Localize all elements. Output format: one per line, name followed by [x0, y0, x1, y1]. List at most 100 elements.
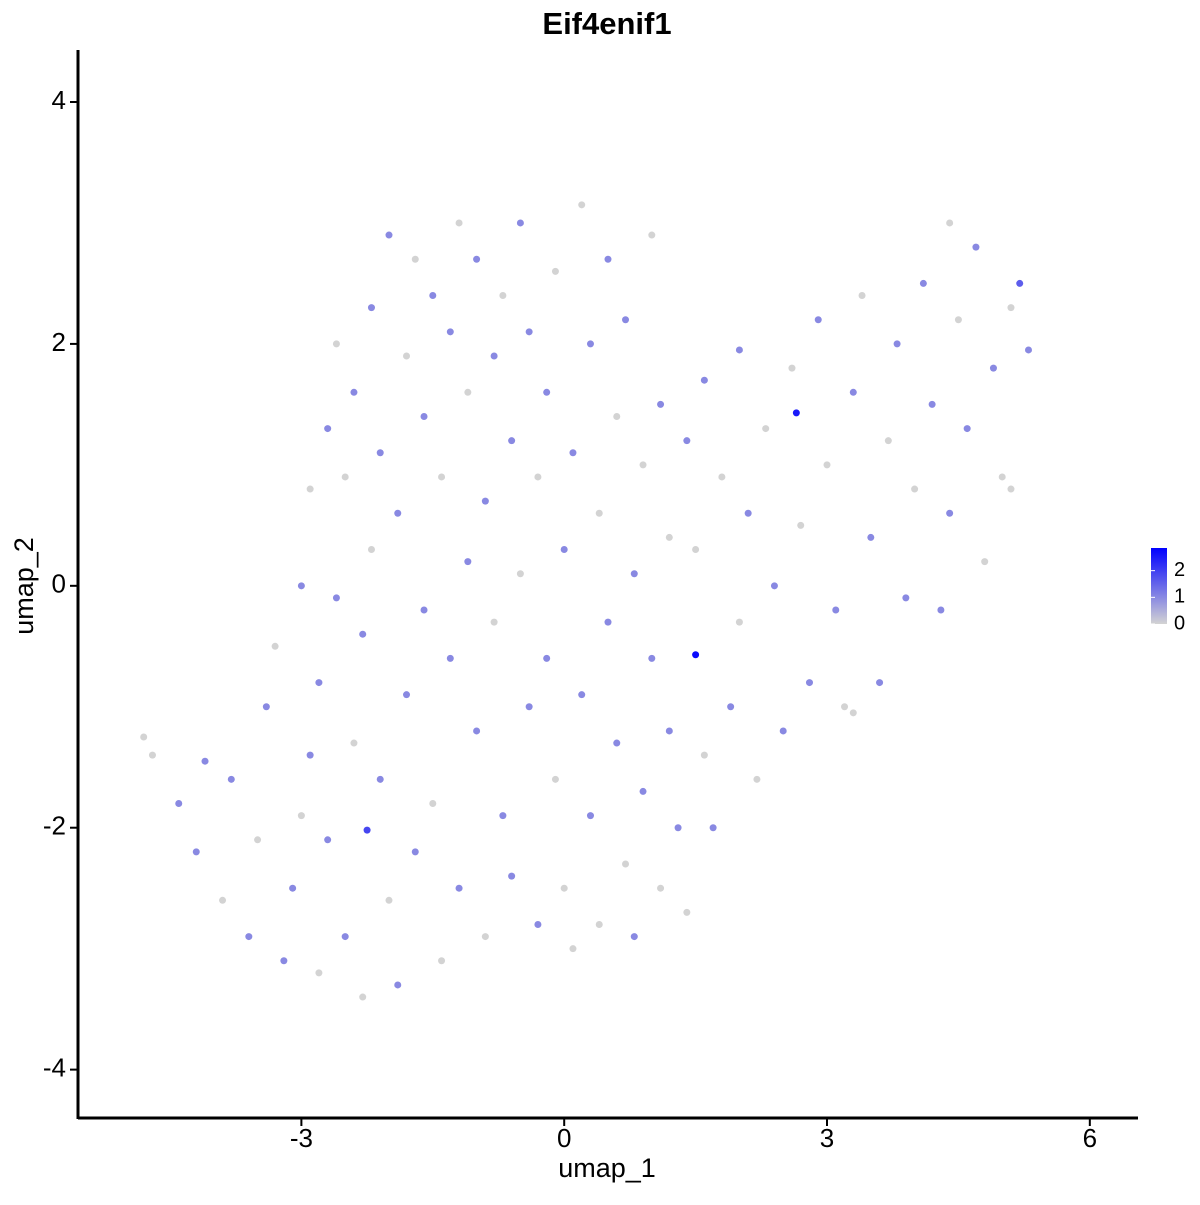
point — [306, 751, 314, 759]
point — [508, 437, 516, 445]
point — [385, 231, 393, 239]
point — [490, 618, 498, 626]
point — [324, 425, 332, 433]
point — [560, 884, 568, 892]
point — [499, 812, 507, 820]
point — [700, 376, 708, 384]
point — [762, 425, 770, 433]
point — [613, 412, 621, 420]
point — [595, 509, 603, 517]
point — [464, 388, 472, 396]
y-tick-label: 4 — [52, 85, 66, 115]
x-axis-label: umap_1 — [558, 1153, 656, 1183]
point — [297, 812, 305, 820]
point — [1007, 304, 1015, 312]
point — [867, 533, 875, 541]
point — [271, 642, 279, 650]
point — [481, 497, 489, 505]
point — [262, 703, 270, 711]
point — [613, 739, 621, 747]
point — [394, 981, 402, 989]
point — [219, 896, 227, 904]
point — [516, 570, 524, 578]
point — [832, 606, 840, 614]
point — [779, 727, 787, 735]
point — [525, 328, 533, 336]
point — [429, 800, 437, 808]
point — [657, 400, 665, 408]
point — [595, 920, 603, 928]
point — [446, 328, 454, 336]
point — [420, 412, 428, 420]
point — [586, 812, 594, 820]
point — [350, 739, 358, 747]
point — [1024, 346, 1032, 354]
point — [438, 473, 446, 481]
point — [709, 824, 717, 832]
point — [363, 826, 371, 834]
point — [792, 409, 800, 417]
point — [972, 243, 980, 251]
point — [805, 679, 813, 687]
point — [919, 279, 927, 287]
point — [954, 316, 962, 324]
point — [911, 485, 919, 493]
point — [692, 546, 700, 554]
point — [639, 461, 647, 469]
point — [1016, 279, 1024, 287]
point — [692, 651, 700, 659]
point — [429, 292, 437, 300]
point — [289, 884, 297, 892]
point — [770, 582, 778, 590]
point — [946, 509, 954, 517]
point — [420, 606, 428, 614]
colorbar-label: 1 — [1174, 586, 1185, 608]
point — [814, 316, 822, 324]
point — [525, 703, 533, 711]
point — [657, 884, 665, 892]
point — [481, 933, 489, 941]
point — [683, 908, 691, 916]
point — [744, 509, 752, 517]
point — [884, 437, 892, 445]
point — [963, 425, 971, 433]
point — [753, 775, 761, 783]
point — [849, 388, 857, 396]
point — [569, 945, 577, 953]
point — [315, 969, 323, 977]
point — [797, 521, 805, 529]
point — [639, 787, 647, 795]
point — [788, 364, 796, 372]
point — [473, 727, 481, 735]
point — [630, 570, 638, 578]
point — [341, 473, 349, 481]
point — [508, 872, 516, 880]
point — [446, 654, 454, 662]
point — [928, 400, 936, 408]
point — [683, 437, 691, 445]
point — [665, 533, 673, 541]
point — [648, 231, 656, 239]
point — [735, 346, 743, 354]
point — [718, 473, 726, 481]
point — [403, 691, 411, 699]
point — [665, 727, 673, 735]
y-tick-label: -4 — [43, 1052, 66, 1082]
point — [332, 340, 340, 348]
point — [727, 703, 735, 711]
point — [140, 733, 148, 741]
point — [578, 201, 586, 209]
point — [490, 352, 498, 360]
point — [981, 558, 989, 566]
point — [937, 606, 945, 614]
point — [946, 219, 954, 227]
point — [403, 352, 411, 360]
point — [297, 582, 305, 590]
point — [332, 594, 340, 602]
x-tick-label: -3 — [290, 1123, 313, 1153]
point — [674, 824, 682, 832]
point — [376, 775, 384, 783]
point — [735, 618, 743, 626]
point — [560, 546, 568, 554]
